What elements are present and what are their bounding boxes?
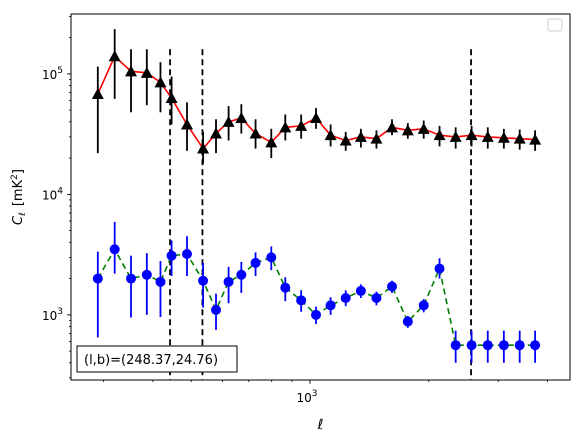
y-axis-label-sub: ℓ: [18, 212, 28, 217]
y-axis-label-unit-sup: 2: [10, 174, 20, 180]
circle-point: [418, 300, 429, 311]
circle-point: [166, 250, 177, 261]
circle-point: [92, 273, 103, 284]
triangle-point: [370, 132, 383, 144]
circle-point: [109, 244, 120, 255]
circle-point: [198, 275, 209, 286]
triangle-point: [433, 129, 446, 141]
triangle-point: [295, 119, 308, 131]
circle-point: [250, 257, 261, 268]
circle-point: [498, 340, 509, 351]
plot-frame: [70, 13, 571, 381]
circle-point: [311, 309, 322, 320]
circle-point: [434, 263, 445, 274]
vertical-lines-layer: [169, 49, 472, 380]
y-tick-label: 105: [42, 66, 63, 82]
y-tick-label: 103: [42, 307, 63, 323]
triangle-point: [265, 136, 278, 148]
x-axis-label: ℓ: [317, 417, 324, 433]
circle-point: [126, 273, 137, 284]
annotation-text: (l,b)=(248.37,24.76): [84, 353, 218, 368]
circle-point: [280, 282, 291, 293]
circle-point: [387, 281, 398, 292]
triangle-point: [354, 130, 367, 142]
triangle-point: [481, 130, 494, 142]
triangle-point: [235, 112, 248, 124]
y-tick-label-base: 10: [42, 309, 57, 323]
y-axis-label-main: C: [11, 215, 26, 225]
x-tick-label-base: 10: [296, 391, 311, 405]
circle-point: [266, 252, 277, 263]
triangle-point: [497, 131, 510, 143]
triangle-point: [386, 121, 399, 133]
triangle-point: [310, 112, 323, 124]
triangle-point: [324, 129, 337, 141]
y-axis-label-unit-open: [mK: [11, 179, 26, 206]
y-axis-label-unit-close: ]: [11, 169, 26, 174]
circle-point: [482, 340, 493, 351]
triangle-point: [513, 132, 526, 144]
triangle-point: [197, 142, 210, 154]
legend-box: [547, 18, 563, 32]
series-layer: [91, 29, 542, 363]
y-tick-label-exp: 4: [57, 186, 63, 196]
circle-point: [182, 248, 193, 259]
circle-point: [236, 269, 247, 280]
circle-point: [155, 276, 166, 287]
circle-point: [223, 276, 234, 287]
circle-point: [355, 285, 366, 296]
y-tick-label-exp: 3: [57, 307, 63, 317]
annotation-frame: [76, 345, 238, 373]
y-axis-label: Cℓ [mK2]: [10, 169, 28, 225]
circle-point: [402, 316, 413, 327]
triangle-point: [154, 76, 167, 88]
y-tick-label-base: 10: [42, 68, 57, 82]
triangle-point: [279, 121, 292, 133]
circle-point: [450, 340, 461, 351]
triangle-point: [108, 50, 121, 62]
circle-point: [530, 340, 541, 351]
triangle-point: [529, 133, 542, 145]
series-line: [97, 247, 536, 347]
circle-point: [371, 293, 382, 304]
x-tick-label-exp: 3: [312, 389, 318, 399]
triangle-point: [140, 66, 153, 78]
triangle-point: [401, 124, 414, 136]
circle-point: [514, 340, 525, 351]
annotation-box: (l,b)=(248.37,24.76): [76, 345, 238, 373]
y-tick-label-exp: 5: [57, 66, 63, 76]
triangle-point: [165, 92, 178, 104]
triangle-point: [417, 122, 430, 134]
circle-point: [141, 269, 152, 280]
circle-point: [296, 295, 307, 306]
triangle-point: [210, 127, 223, 139]
circle-point: [211, 304, 222, 315]
triangle-point: [449, 130, 462, 142]
circle-point: [466, 340, 477, 351]
y-tick-label: 104: [42, 186, 63, 202]
circle-point: [340, 293, 351, 304]
triangle-point: [465, 129, 478, 141]
y-tick-label-base: 10: [42, 188, 57, 202]
x-tick-label: 103: [296, 389, 317, 405]
circle-point: [325, 300, 336, 311]
triangle-point: [181, 118, 194, 130]
triangle-point: [222, 115, 235, 127]
triangle-point: [249, 127, 262, 139]
triangle-point: [125, 65, 138, 77]
triangle-point: [91, 88, 104, 100]
triangle-point: [339, 134, 352, 146]
